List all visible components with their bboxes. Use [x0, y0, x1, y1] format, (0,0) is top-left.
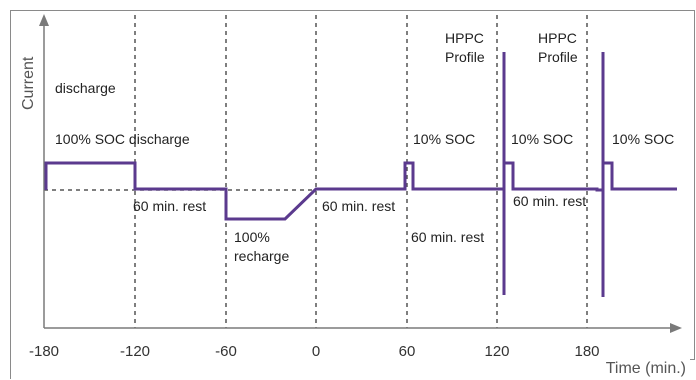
label-rest-4: 60 min. rest — [513, 193, 586, 209]
x-axis-arrow — [670, 323, 682, 333]
label-10-soc-2: 10% SOC — [511, 131, 573, 147]
x-tick-label: -60 — [215, 343, 237, 360]
x-tick-label: 0 — [312, 343, 320, 360]
y-axis-label: Current — [20, 56, 37, 110]
current-profile-line — [44, 52, 677, 297]
label-100-soc-discharge: 100% SOC discharge — [55, 131, 190, 147]
label-10-soc-3: 10% SOC — [612, 131, 674, 147]
x-tick-label: 120 — [484, 343, 509, 360]
label-hppc-2-line1: HPPC — [538, 30, 577, 46]
x-tick-label: 180 — [574, 343, 599, 360]
label-hppc-2-line2: Profile — [538, 49, 578, 65]
y-axis-arrow — [39, 14, 49, 26]
axes — [39, 14, 682, 333]
time-gridlines — [134, 15, 588, 328]
label-10-soc-1: 10% SOC — [413, 131, 475, 147]
x-axis-label: Time (min.) — [606, 360, 686, 377]
label-rest-1: 60 min. rest — [133, 198, 206, 214]
label-rest-3: 60 min. rest — [411, 229, 484, 245]
label-recharge-line2: recharge — [234, 248, 289, 264]
label-hppc-1-line2: Profile — [445, 49, 485, 65]
label-hppc-1-line1: HPPC — [445, 30, 484, 46]
label-rest-2: 60 min. rest — [322, 198, 395, 214]
x-tick-labels: -180 -120 -60 0 60 120 180 — [29, 343, 600, 360]
x-tick-label: -120 — [120, 343, 150, 360]
x-tick-label: 60 — [399, 343, 416, 360]
label-recharge-line1: 100% — [234, 229, 270, 245]
x-tick-label: -180 — [29, 343, 59, 360]
frame-border — [10, 10, 695, 379]
label-discharge: discharge — [55, 80, 116, 96]
